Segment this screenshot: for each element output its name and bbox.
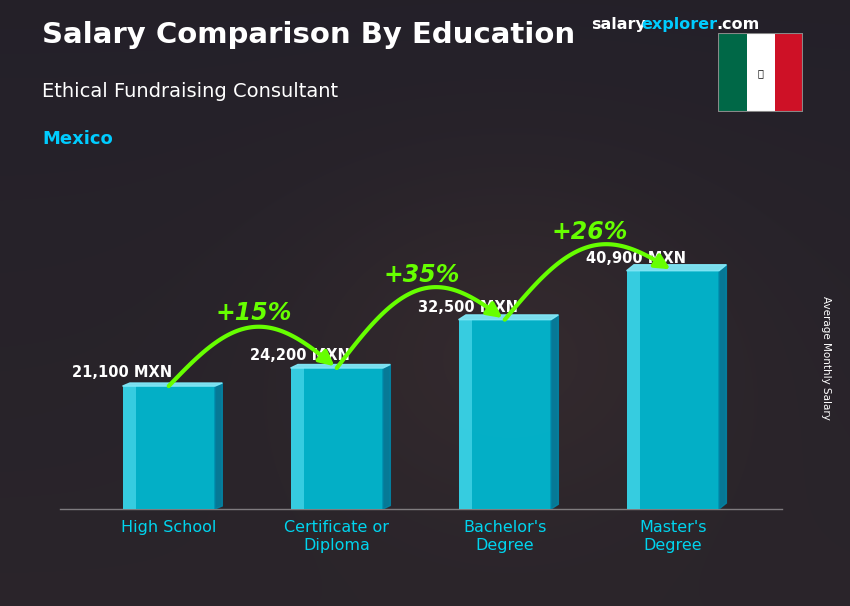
Text: +35%: +35%: [383, 262, 460, 287]
Text: 🦅: 🦅: [758, 68, 763, 78]
Bar: [458, 319, 551, 509]
Polygon shape: [383, 364, 390, 509]
Text: Mexico: Mexico: [42, 130, 113, 148]
Text: 21,100 MXN: 21,100 MXN: [71, 365, 172, 381]
Text: .com: .com: [717, 17, 760, 32]
Text: 32,500 MXN: 32,500 MXN: [418, 300, 518, 315]
Text: explorer: explorer: [642, 17, 718, 32]
Bar: [122, 386, 215, 509]
Polygon shape: [626, 265, 727, 271]
Bar: [775, 33, 803, 112]
Polygon shape: [291, 364, 390, 368]
Text: +26%: +26%: [552, 220, 628, 244]
Bar: [718, 33, 746, 112]
Bar: [746, 33, 775, 112]
Text: Salary Comparison By Education: Salary Comparison By Education: [42, 21, 575, 49]
Polygon shape: [458, 315, 558, 319]
Text: 24,200 MXN: 24,200 MXN: [250, 348, 349, 364]
Bar: [626, 271, 719, 509]
Text: +15%: +15%: [216, 301, 292, 325]
Bar: [291, 368, 304, 509]
Polygon shape: [719, 265, 727, 509]
Polygon shape: [551, 315, 558, 509]
Text: salary: salary: [591, 17, 646, 32]
Bar: [458, 319, 473, 509]
Bar: [291, 368, 383, 509]
Text: Ethical Fundraising Consultant: Ethical Fundraising Consultant: [42, 82, 338, 101]
Bar: [122, 386, 136, 509]
Text: 40,900 MXN: 40,900 MXN: [586, 251, 686, 266]
Text: Average Monthly Salary: Average Monthly Salary: [821, 296, 831, 419]
Polygon shape: [122, 383, 223, 386]
Bar: [626, 271, 640, 509]
Polygon shape: [215, 383, 223, 509]
